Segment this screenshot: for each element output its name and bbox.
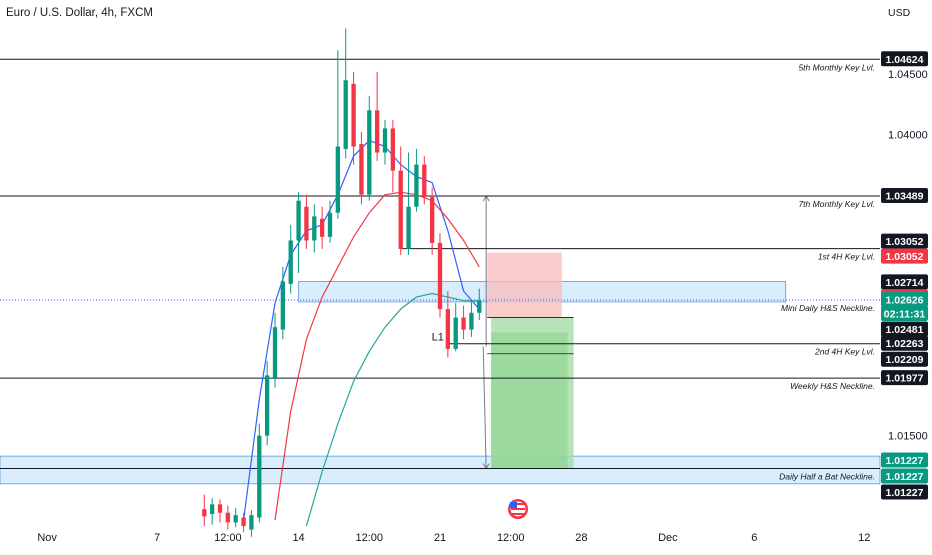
candle-body [406,206,411,249]
take-profit-inner [491,332,568,469]
ema-slow [305,292,480,527]
flag-logo-icon [508,499,528,519]
x-tick-label: Dec [658,532,678,544]
price-tag [881,468,928,484]
candle-body [272,327,278,378]
candle-body [264,375,270,436]
price-tag-label: 1.01227 [886,471,924,483]
candle-body [359,144,364,195]
candle-body [437,242,443,310]
key-level-label-0: 5th Monthly Key Lvl. [798,62,875,72]
price-tag [881,335,928,351]
price-tag-label: 1.02626 [886,294,924,306]
x-tick-label: 21 [434,532,446,544]
take-profit-zone [491,317,574,469]
candle-body [217,504,223,513]
annotation-0: L1 [432,331,444,343]
candle-body [382,128,388,153]
candle-body [414,164,419,207]
projection-down-line [482,346,487,469]
price-tag [881,370,928,386]
candle-body [453,317,458,349]
currency-label: USD [888,7,911,19]
x-tick-label: 12:00 [356,532,384,544]
x-tick-label: Nov [37,532,57,544]
candle-body [241,517,246,526]
price-tag [881,248,928,264]
candle-body [351,83,356,147]
price-tag [881,291,928,307]
price-tag [881,188,928,204]
price-tag-label: 1.01227 [886,487,924,499]
chart-title: Euro / U.S. Dollar, 4h, FXCM [6,7,153,19]
price-tag [881,484,928,500]
price-tag-label: 1.04624 [886,54,924,66]
key-level-label-2: 1st 4H Key Lvl. [818,252,875,262]
candle-body [304,206,309,241]
ema-mid [274,191,480,521]
candle-body [477,300,482,313]
x-tick-label: 14 [292,532,304,544]
zone-1 [0,455,881,485]
candle-body [288,240,293,284]
price-tag-label: 1.01977 [886,373,924,385]
y-tick-label: 1.04000 [888,129,928,141]
candle-body [390,128,396,171]
x-tick-label: 12:00 [497,532,525,544]
key-level-label-4: 2nd 4H Key Lvl. [814,347,875,357]
price-tag [881,321,928,337]
price-tag [881,452,928,468]
candle-body [374,110,380,153]
stop-loss-zone [487,252,562,318]
x-tick-label: 28 [575,532,587,544]
candle-body [398,170,403,249]
y-tick-label: 1.04500 [888,69,928,81]
candle-body [367,110,372,195]
candle-body [249,515,254,530]
y-tick-label: 1.01500 [888,431,928,443]
candle-body [461,317,466,330]
candle-body [233,515,238,523]
price-tag-label: 1.03489 [886,191,924,203]
price-tag [881,274,928,290]
candle-body [280,281,286,330]
price-tag-label: 1.03052 [886,236,924,248]
candle-body [225,512,231,523]
price-tag-label: 1.02481 [886,324,924,336]
candle-body [429,197,435,243]
candle-body [319,218,325,237]
key-level-label-3: Mini Daily H&S Neckline. [781,303,875,313]
key-level-label-1: 7th Monthly Key Lvl. [798,199,875,209]
price-tag-label: 1.02263 [886,338,924,350]
candle-body [469,312,474,330]
price-tag-label: 1.01227 [886,455,924,467]
x-tick-label: 6 [751,532,757,544]
price-tag [881,305,928,321]
x-tick-label: 7 [154,532,160,544]
candle-body [335,146,341,213]
key-level-label-5: Weekly H&S Neckline. [790,381,875,391]
candle-body [202,509,207,517]
candle-body [343,80,348,149]
key-level-label-6: Daily Half a Bat Neckline. [779,472,875,482]
price-tag-label: 1.02714 [886,277,924,289]
price-tag [881,51,928,67]
candle-body [422,164,427,198]
price-tag [881,351,928,367]
x-tick-label: 12 [858,532,870,544]
price-tag [881,233,928,249]
candle-body [209,504,215,514]
price-tag-label: 02:11:31 [884,308,926,320]
candle-body [257,435,262,518]
candle-body [296,200,301,241]
candle-body [327,212,333,237]
x-tick-label: 12:00 [214,532,242,544]
price-tag-label: 1.02209 [886,354,924,366]
price-tag-label: 1.03052 [886,251,924,263]
candle-body [312,216,317,241]
candle-body [445,309,451,349]
